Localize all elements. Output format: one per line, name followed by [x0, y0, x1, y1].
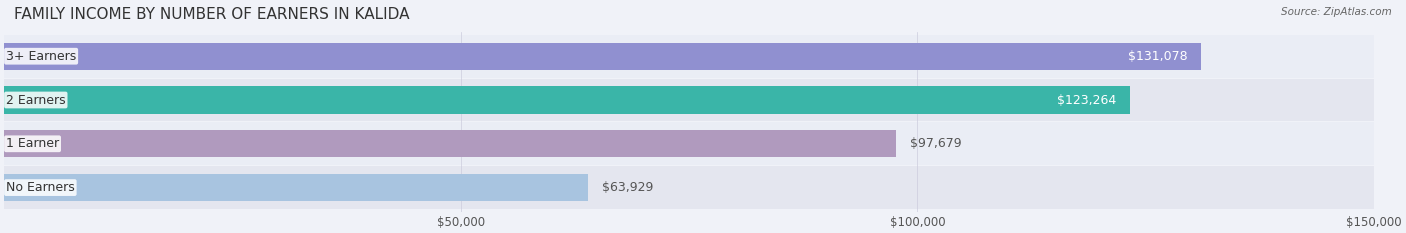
- Bar: [4, 174, 588, 201]
- Text: $131,078: $131,078: [1128, 50, 1188, 63]
- Bar: [4, 35, 1374, 78]
- Text: $63,929: $63,929: [602, 181, 652, 194]
- Bar: [4, 122, 1374, 165]
- Bar: [4, 43, 1201, 70]
- Bar: [4, 166, 1374, 209]
- Text: FAMILY INCOME BY NUMBER OF EARNERS IN KALIDA: FAMILY INCOME BY NUMBER OF EARNERS IN KA…: [14, 7, 409, 22]
- Bar: [4, 86, 1130, 113]
- Bar: [4, 130, 896, 157]
- Text: $123,264: $123,264: [1057, 93, 1116, 106]
- Text: No Earners: No Earners: [6, 181, 75, 194]
- Text: 2 Earners: 2 Earners: [6, 93, 66, 106]
- Text: 1 Earner: 1 Earner: [6, 137, 59, 150]
- Text: Source: ZipAtlas.com: Source: ZipAtlas.com: [1281, 7, 1392, 17]
- Bar: [4, 79, 1374, 121]
- Text: $97,679: $97,679: [910, 137, 962, 150]
- Text: 3+ Earners: 3+ Earners: [6, 50, 76, 63]
